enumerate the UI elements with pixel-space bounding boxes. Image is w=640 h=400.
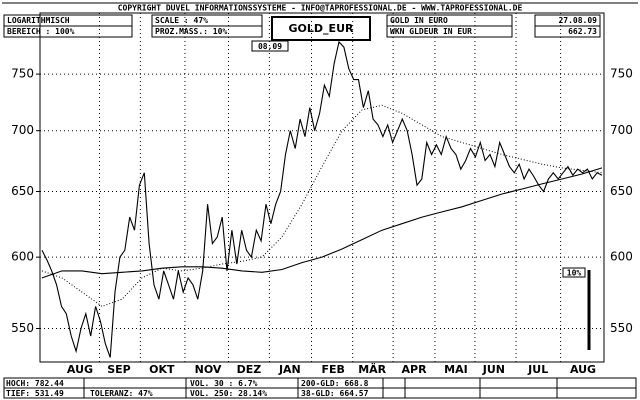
scale-type: LOGARITHMISCH: [7, 16, 70, 25]
tolerance: TOLERANZ: 47%: [90, 389, 153, 398]
x-tick-label: OKT: [149, 363, 175, 376]
gld200: 200-GLD: 668.8: [301, 379, 369, 388]
y-tick-label: 650: [11, 184, 34, 198]
vol30: VOL. 30 : 6.7%: [190, 379, 258, 388]
y-tick-label: 550: [610, 321, 633, 335]
y-tick-label: 650: [610, 184, 633, 198]
copyright: COPYRIGHT DUVEL INFORMATIONSSYSTEME - IN…: [118, 4, 523, 13]
x-tick-label: JUL: [527, 363, 548, 376]
x-tick-label: NOV: [195, 363, 222, 376]
percent-measure: PROZ.MASS.: 10%: [155, 27, 227, 36]
symbol: GOLD_EUR: [289, 22, 354, 35]
x-tick-label: FEB: [321, 363, 344, 376]
y-tick-label: 700: [610, 123, 633, 137]
series-line: [41, 167, 603, 279]
instrument-name: GOLD IN EURO: [390, 16, 448, 25]
x-tick-label: DEZ: [237, 363, 262, 376]
x-tick-label: AUG: [570, 363, 596, 376]
y-tick-label: 700: [11, 123, 34, 137]
symbol-box: [271, 16, 371, 41]
last-price: 662.73: [568, 27, 597, 36]
y-tick-label: 750: [610, 67, 633, 81]
y-tick-label: 550: [11, 321, 34, 335]
date: 27.08.09: [558, 16, 597, 25]
wkn: WKN GLDEUR IN EUR: [390, 27, 472, 36]
x-tick-label: MÄR: [358, 362, 386, 376]
measure-box: [562, 267, 586, 278]
range: BEREICH : 100%: [7, 27, 75, 36]
measure-label: 10%: [567, 269, 582, 278]
x-tick-label: AUG: [67, 363, 93, 376]
x-tick-label: APR: [402, 363, 428, 376]
y-tick-label: 750: [11, 67, 34, 81]
x-tick-label: SEP: [107, 363, 131, 376]
scale: SCALE : 47%: [155, 16, 208, 25]
series-line: [41, 104, 603, 307]
low: TIEF: 531.49: [6, 389, 64, 398]
x-tick-label: JUN: [482, 363, 505, 376]
period: 08.09: [258, 42, 282, 51]
x-tick-label: MAI: [444, 363, 468, 376]
high: HOCH: 782.44: [6, 379, 64, 388]
footer: HOCH: 782.44 TIEF: 531.49 TOLERANZ: 47% …: [3, 377, 637, 399]
gld38: 38-GLD: 664.57: [301, 389, 369, 398]
plot-frame: [39, 12, 605, 363]
y-tick-label: 600: [11, 250, 34, 264]
vol250: VOL. 250: 28.14%: [190, 389, 267, 398]
y-tick-label: 600: [610, 250, 633, 264]
period-box: [251, 40, 289, 52]
series-line: [41, 40, 603, 358]
x-tick-label: JAN: [278, 363, 301, 376]
